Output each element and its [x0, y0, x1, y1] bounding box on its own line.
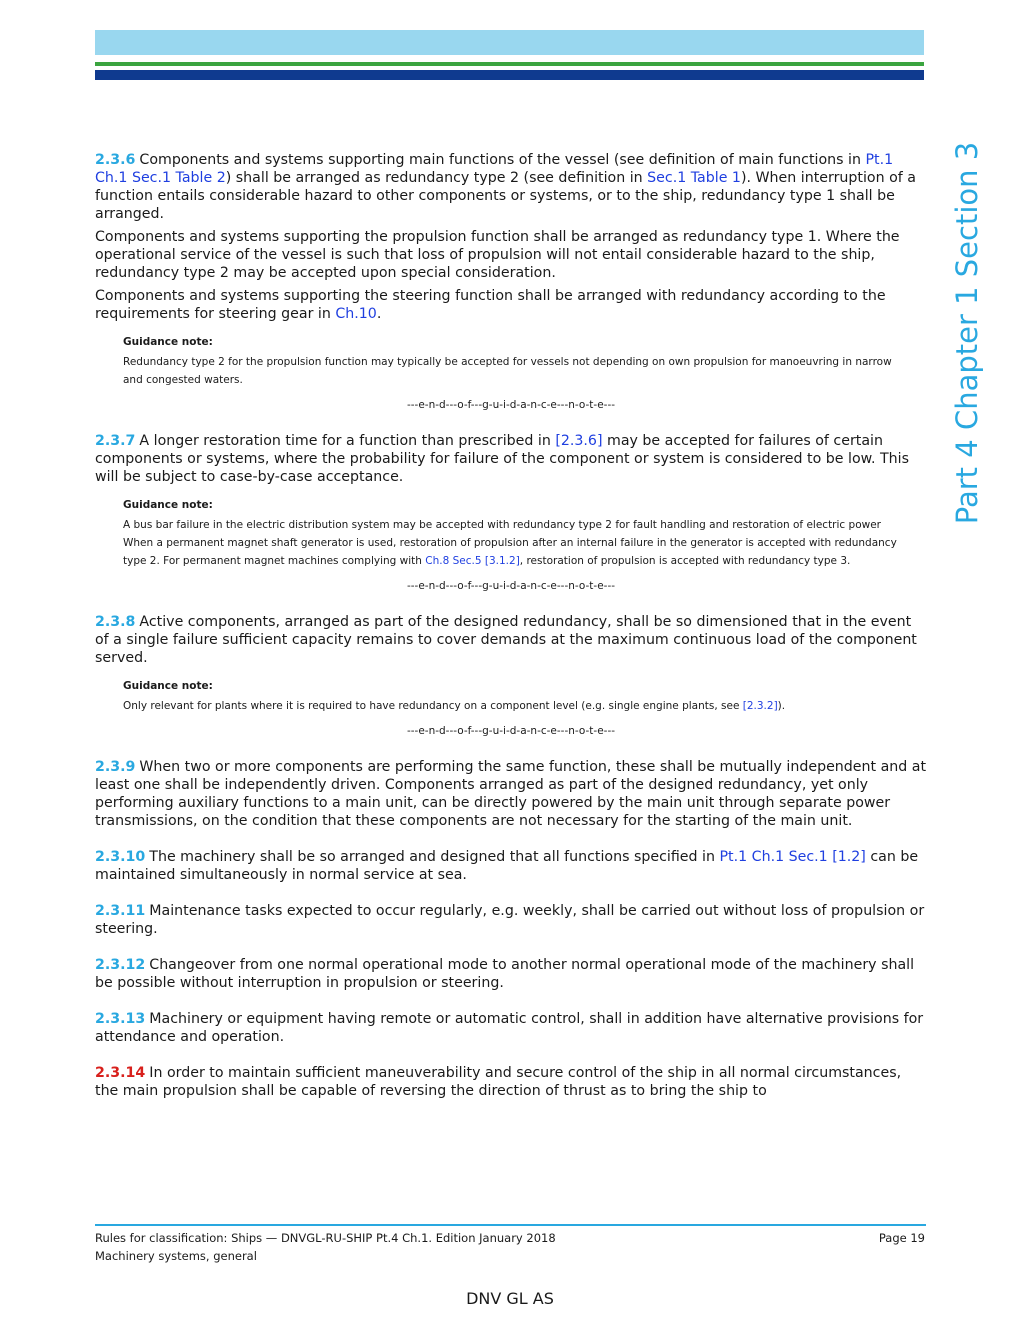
section: 2.3.13 Machinery or equipment having remo… [95, 1010, 927, 1046]
paragraph: 2.3.9 When two or more components are per… [95, 758, 927, 830]
header-blue-line [95, 70, 924, 80]
text-run: Components and systems supporting main f… [139, 152, 866, 168]
paragraph: Components and systems supporting the pr… [95, 228, 927, 282]
text-run: Redundancy type 2 for the propulsion fun… [123, 356, 892, 386]
section: 2.3.10 The machinery shall be so arranged… [95, 848, 927, 884]
footer-subtitle: Machinery systems, general [95, 1249, 257, 1263]
text-run: can be maintained simultaneously in norm… [95, 849, 919, 883]
text-run: Active components, arranged as part of t… [95, 614, 917, 666]
text-run: ). When interruption of a function entai… [95, 170, 916, 222]
link[interactable]: Ch.8 Sec.5 [3.1.2] [425, 555, 520, 567]
paragraph: 2.3.14 In order to maintain sufficient ma… [95, 1064, 927, 1100]
text-run: Machinery or equipment having remote or … [95, 1011, 924, 1045]
link[interactable]: [2.3.6] [555, 433, 603, 449]
link[interactable]: Ch.10 [335, 306, 377, 322]
section-number: 2.3.7 [95, 433, 136, 449]
content: 2.3.6 Components and systems supporting m… [95, 151, 927, 1156]
link[interactable]: Pt.1 Ch.1 Sec.1 [1.2] [719, 849, 866, 865]
text-run: When two or more components are performi… [95, 759, 927, 829]
text-run: ) shall be arranged as redundancy type 2… [225, 170, 648, 186]
section-number: 2.3.13 [95, 1011, 146, 1027]
guidance-end: ---e-n-d---o-f---g-u-i-d-a-n-c-e---n-o-t… [406, 580, 616, 592]
section: 2.3.11 Maintenance tasks expected to occu… [95, 902, 927, 938]
section: 2.3.14 In order to maintain sufficient ma… [95, 1064, 927, 1100]
section-number: 2.3.10 [95, 849, 146, 865]
text-run: ). [777, 700, 786, 712]
paragraph: Components and systems supporting the st… [95, 287, 927, 323]
paragraph: 2.3.10 The machinery shall be so arranged… [95, 848, 927, 884]
guidance-text: Only relevant for plants where it is req… [123, 697, 903, 715]
footer-text: Rules for classification: Ships — DNVGL-… [95, 1231, 556, 1245]
guidance-text: When a permanent magnet shaft generator … [123, 534, 903, 570]
guidance-text: Redundancy type 2 for the propulsion fun… [123, 353, 903, 389]
text-run: , restoration of propulsion is accepted … [519, 555, 851, 567]
guidance-label: Guidance note: [123, 499, 213, 511]
text-run: In order to maintain sufficient maneuver… [95, 1065, 902, 1099]
header-band [95, 30, 924, 55]
text-run: Maintenance tasks expected to occur regu… [95, 903, 925, 937]
paragraph: 2.3.7 A longer restoration time for a fun… [95, 432, 927, 486]
link[interactable]: Pt.1 Ch.1 Sec.1 Table 2 [95, 152, 894, 186]
text-run: Components and systems supporting the pr… [95, 229, 900, 281]
guidance-note: Guidance note: Redundancy type 2 for the … [123, 333, 903, 414]
paragraph: 2.3.6 Components and systems supporting m… [95, 151, 927, 223]
guidance-note: Guidance note: A bus bar failure in the e… [123, 496, 903, 595]
guidance-label: Guidance note: [123, 680, 213, 692]
guidance-label: Guidance note: [123, 336, 213, 348]
header-green-line [95, 62, 924, 66]
text-run: When a permanent magnet shaft generator … [123, 537, 897, 567]
text-run: The machinery shall be so arranged and d… [149, 849, 720, 865]
section: 2.3.12 Changeover from one normal operati… [95, 956, 927, 992]
page-number: Page 19 [878, 1231, 925, 1245]
section-number: 2.3.11 [95, 903, 146, 919]
company: DNV GL AS [466, 1289, 554, 1308]
section: 2.3.7 A longer restoration time for a fun… [95, 432, 927, 595]
section: 2.3.9 When two or more components are per… [95, 758, 927, 830]
text-run: Only relevant for plants where it is req… [123, 700, 743, 712]
paragraph: 2.3.8 Active components, arranged as part… [95, 613, 927, 667]
section-number: 2.3.6 [95, 152, 136, 168]
link[interactable]: Sec.1 Table 1 [647, 170, 741, 186]
text-run: A longer restoration time for a function… [139, 433, 556, 449]
paragraph: 2.3.13 Machinery or equipment having remo… [95, 1010, 927, 1046]
text-run: Changeover from one normal operational m… [95, 957, 915, 991]
section: 2.3.6 Components and systems supporting m… [95, 151, 927, 414]
text-run: A bus bar failure in the electric distri… [123, 519, 881, 531]
text-run: . [376, 306, 382, 322]
paragraph: 2.3.12 Changeover from one normal operati… [95, 956, 927, 992]
section-number: 2.3.14 [95, 1065, 146, 1081]
text-run: may be accepted for failures of certain … [95, 433, 909, 485]
side-title: Part 4 Chapter 1 Section 3 [950, 141, 984, 525]
guidance-end: ---e-n-d---o-f---g-u-i-d-a-n-c-e---n-o-t… [406, 399, 616, 411]
footer-line [95, 1224, 926, 1226]
guidance-note: Guidance note: Only relevant for plants w… [123, 677, 903, 740]
text-run: Components and systems supporting the st… [95, 288, 886, 322]
paragraph: 2.3.11 Maintenance tasks expected to occu… [95, 902, 927, 938]
section-number: 2.3.12 [95, 957, 146, 973]
section-number: 2.3.9 [95, 759, 136, 775]
section-number: 2.3.8 [95, 614, 136, 630]
guidance-end: ---e-n-d---o-f---g-u-i-d-a-n-c-e---n-o-t… [406, 725, 616, 737]
guidance-text: A bus bar failure in the electric distri… [123, 516, 903, 534]
section: 2.3.8 Active components, arranged as part… [95, 613, 927, 740]
link[interactable]: [2.3.2] [742, 700, 778, 712]
